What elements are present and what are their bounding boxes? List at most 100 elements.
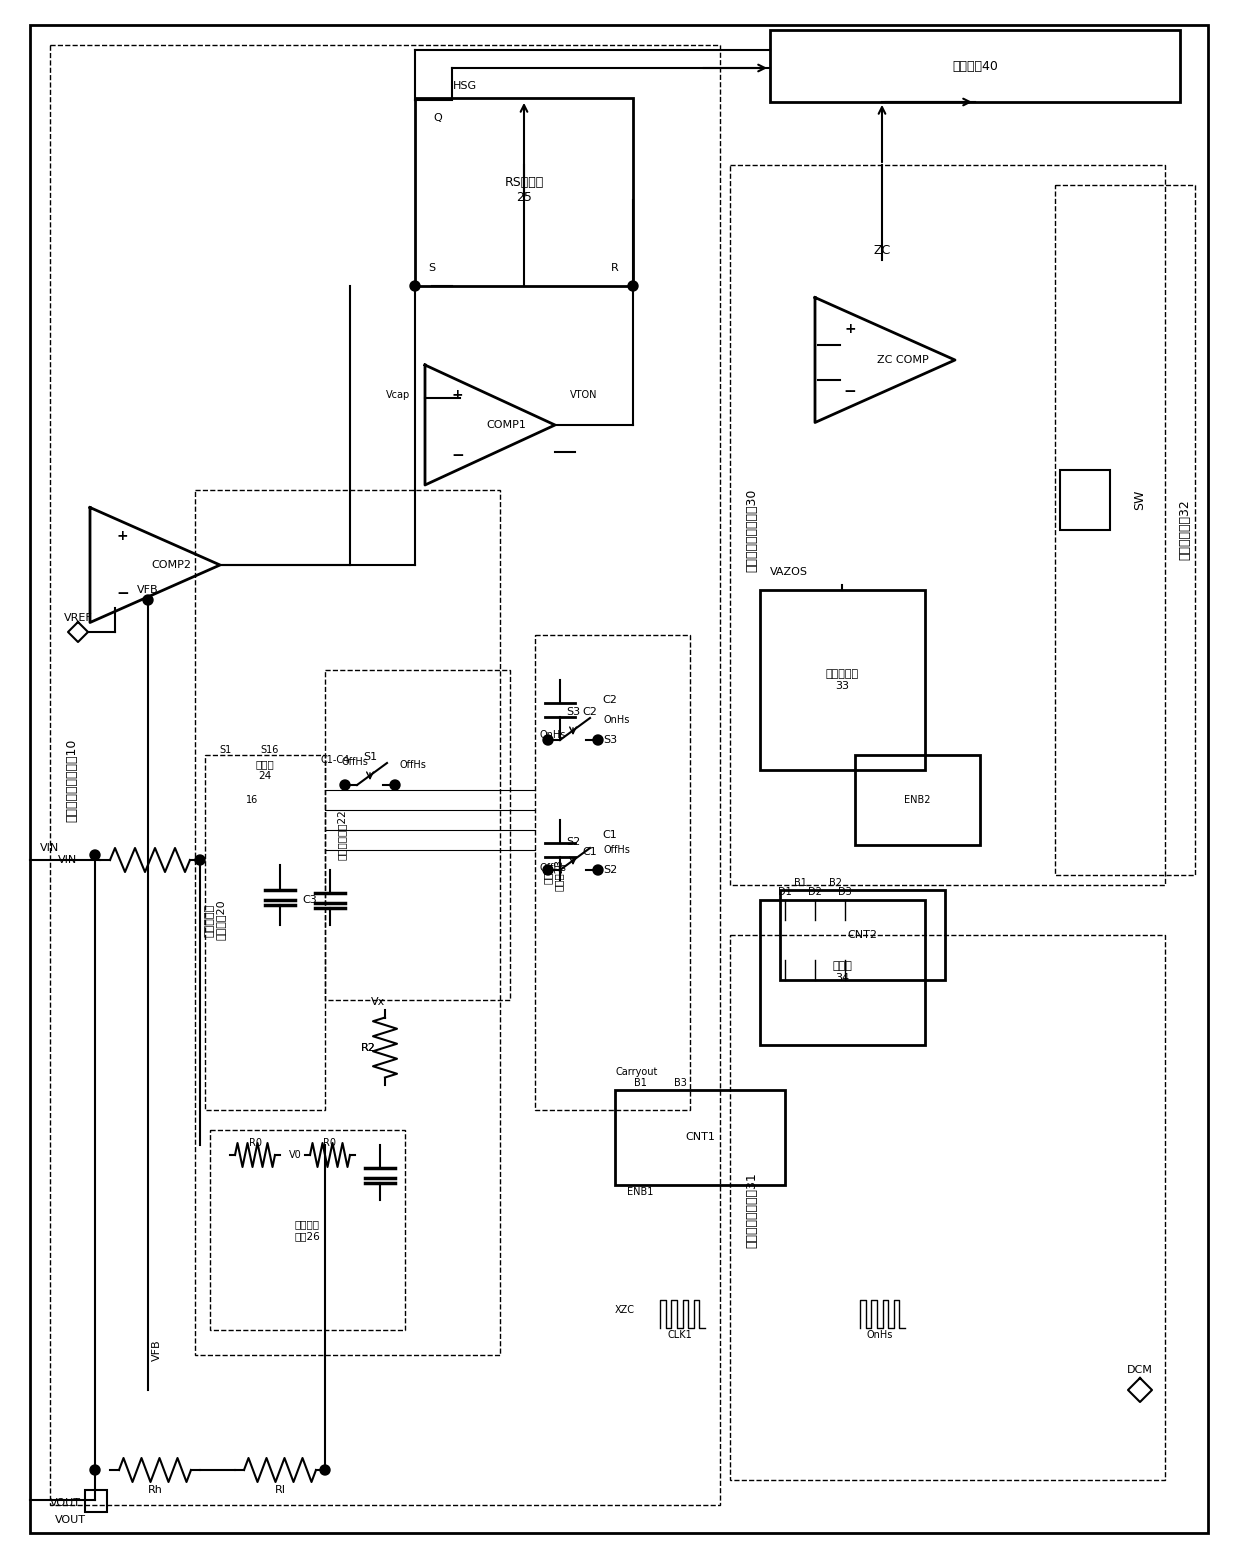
Text: OnHs: OnHs xyxy=(539,730,567,740)
Text: VTON: VTON xyxy=(570,389,598,400)
Text: VFB: VFB xyxy=(138,585,159,595)
Text: 参考电流生成电路31: 参考电流生成电路31 xyxy=(745,1172,759,1247)
Text: VOUT: VOUT xyxy=(55,1515,86,1524)
Bar xyxy=(856,755,980,845)
Bar xyxy=(415,98,632,286)
Text: D3: D3 xyxy=(838,887,852,897)
Text: +: + xyxy=(451,388,464,402)
Text: CLK1: CLK1 xyxy=(667,1330,692,1341)
Bar xyxy=(205,755,325,1110)
Circle shape xyxy=(340,780,350,789)
Text: B1: B1 xyxy=(634,1077,646,1088)
Text: C2: C2 xyxy=(583,707,598,718)
Circle shape xyxy=(627,280,639,291)
Text: OnHs: OnHs xyxy=(867,1330,893,1341)
Text: C1-C4: C1-C4 xyxy=(320,755,350,764)
Text: 开关管关断
控制电路20: 开关管关断 控制电路20 xyxy=(205,900,226,940)
Text: SW: SW xyxy=(1133,490,1147,511)
Bar xyxy=(86,1490,107,1512)
Text: R2: R2 xyxy=(361,1043,376,1053)
Text: −: − xyxy=(451,447,464,462)
Circle shape xyxy=(91,850,100,859)
Bar xyxy=(210,1130,405,1330)
Text: S2: S2 xyxy=(603,866,618,875)
Bar xyxy=(50,45,720,1506)
Text: CNT2: CNT2 xyxy=(847,930,877,940)
Text: 续流管关断控制电路30: 续流管关断控制电路30 xyxy=(745,489,759,571)
Text: VOUT: VOUT xyxy=(50,1498,81,1509)
Text: R0: R0 xyxy=(324,1138,336,1148)
Text: OffHs: OffHs xyxy=(341,757,368,768)
Text: Carryout: Carryout xyxy=(615,1067,657,1077)
Text: C2: C2 xyxy=(603,694,618,705)
Text: −: − xyxy=(117,587,129,601)
Circle shape xyxy=(410,280,420,291)
Text: VIN: VIN xyxy=(41,842,60,853)
Circle shape xyxy=(593,866,603,875)
Text: −: − xyxy=(843,383,857,399)
Bar xyxy=(780,891,945,979)
Circle shape xyxy=(391,780,401,789)
Text: ENB1: ENB1 xyxy=(626,1186,653,1197)
Bar xyxy=(195,490,500,1355)
Text: S1: S1 xyxy=(363,752,377,761)
Bar xyxy=(730,165,1166,884)
Text: B1: B1 xyxy=(794,878,806,887)
Bar xyxy=(1055,185,1195,875)
Circle shape xyxy=(593,735,603,744)
Text: CNT1: CNT1 xyxy=(684,1132,715,1141)
Circle shape xyxy=(143,595,153,606)
Text: 选通器
24: 选通器 24 xyxy=(255,760,274,780)
Text: Rh: Rh xyxy=(148,1485,162,1495)
Text: C1: C1 xyxy=(583,847,598,856)
Bar xyxy=(325,670,510,1000)
Text: 电压采样
电路26: 电压采样 电路26 xyxy=(294,1219,320,1241)
Text: S1: S1 xyxy=(219,744,231,755)
Text: COMP2: COMP2 xyxy=(151,561,191,570)
Circle shape xyxy=(543,866,553,875)
Text: OffHs: OffHs xyxy=(539,863,567,873)
Bar xyxy=(770,30,1180,103)
Text: D1: D1 xyxy=(779,887,792,897)
Text: VFB: VFB xyxy=(153,1339,162,1361)
Bar xyxy=(760,900,925,1045)
Text: R: R xyxy=(611,263,619,272)
Text: Q: Q xyxy=(434,114,443,123)
Text: S2: S2 xyxy=(565,838,580,847)
Text: VREF: VREF xyxy=(63,613,92,623)
Text: ZC COMP: ZC COMP xyxy=(877,355,929,364)
Text: 译码器
34: 译码器 34 xyxy=(832,961,852,982)
Text: Vcap: Vcap xyxy=(386,389,410,400)
Bar xyxy=(760,590,925,771)
Circle shape xyxy=(195,855,205,866)
Text: R0: R0 xyxy=(248,1138,262,1148)
Text: 驱动电路40: 驱动电路40 xyxy=(952,59,998,73)
Text: 电压比较电路22: 电压比较电路22 xyxy=(337,810,347,861)
Text: OffHs: OffHs xyxy=(603,845,630,855)
Text: OnHs: OnHs xyxy=(603,715,630,726)
Bar xyxy=(534,635,689,1110)
Text: XZC: XZC xyxy=(615,1305,635,1316)
Text: VAZOS: VAZOS xyxy=(770,567,808,578)
Circle shape xyxy=(320,1465,330,1474)
Text: S: S xyxy=(429,263,435,272)
Text: HSG: HSG xyxy=(453,81,477,90)
Text: COMP1: COMP1 xyxy=(486,420,526,430)
Text: 电流源电路
33: 电流源电路 33 xyxy=(826,670,858,691)
Text: RS触发器
25: RS触发器 25 xyxy=(505,176,543,204)
Text: V0: V0 xyxy=(289,1151,301,1160)
Text: S3: S3 xyxy=(603,735,618,744)
Text: 电流比较电路32: 电流比较电路32 xyxy=(1178,500,1192,561)
Circle shape xyxy=(91,1465,100,1474)
Text: B2: B2 xyxy=(828,878,842,887)
Text: VIN: VIN xyxy=(58,855,78,866)
Text: 16: 16 xyxy=(246,796,258,805)
Bar xyxy=(1060,470,1110,529)
Text: D2: D2 xyxy=(808,887,822,897)
Text: ENB2: ENB2 xyxy=(904,796,930,805)
Text: 开关管导通控制电路10: 开关管导通控制电路10 xyxy=(66,738,78,822)
Text: 电压保
持电路23: 电压保 持电路23 xyxy=(542,859,564,891)
Text: ZC: ZC xyxy=(873,243,890,257)
Bar xyxy=(730,936,1166,1481)
Text: R2: R2 xyxy=(361,1043,376,1053)
